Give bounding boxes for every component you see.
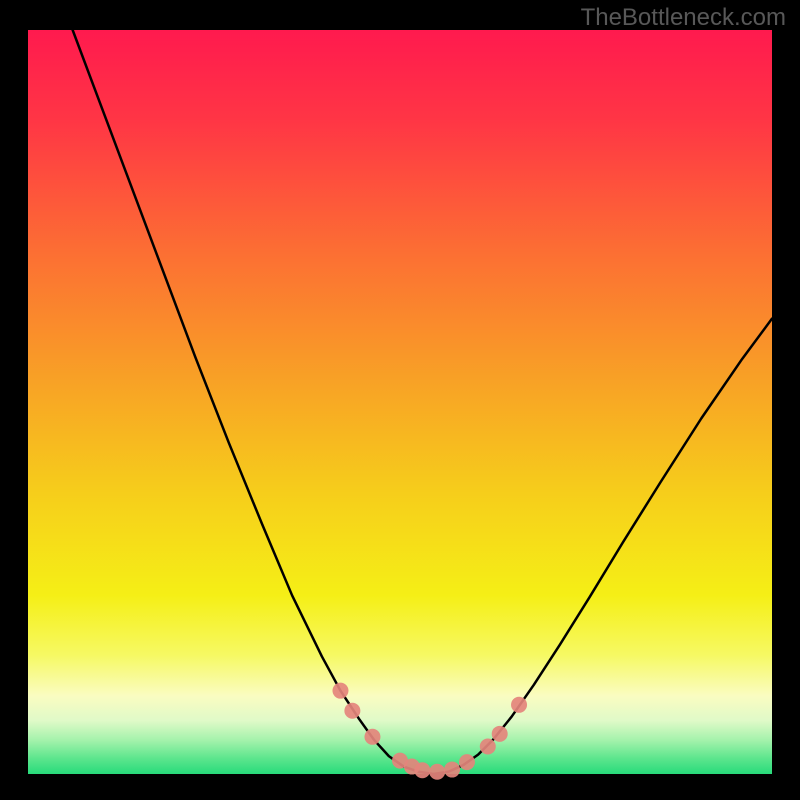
plot-background	[28, 30, 772, 774]
curve-marker	[511, 697, 527, 713]
curve-marker	[364, 729, 380, 745]
curve-marker	[480, 738, 496, 754]
curve-marker	[444, 762, 460, 778]
curve-marker	[459, 754, 475, 770]
chart-container: TheBottleneck.com	[0, 0, 800, 800]
watermark-text: TheBottleneck.com	[581, 4, 786, 32]
bottleneck-curve-chart	[0, 0, 800, 800]
curve-marker	[414, 762, 430, 778]
curve-marker	[429, 764, 445, 780]
curve-marker	[492, 726, 508, 742]
curve-marker	[332, 683, 348, 699]
curve-marker	[344, 703, 360, 719]
